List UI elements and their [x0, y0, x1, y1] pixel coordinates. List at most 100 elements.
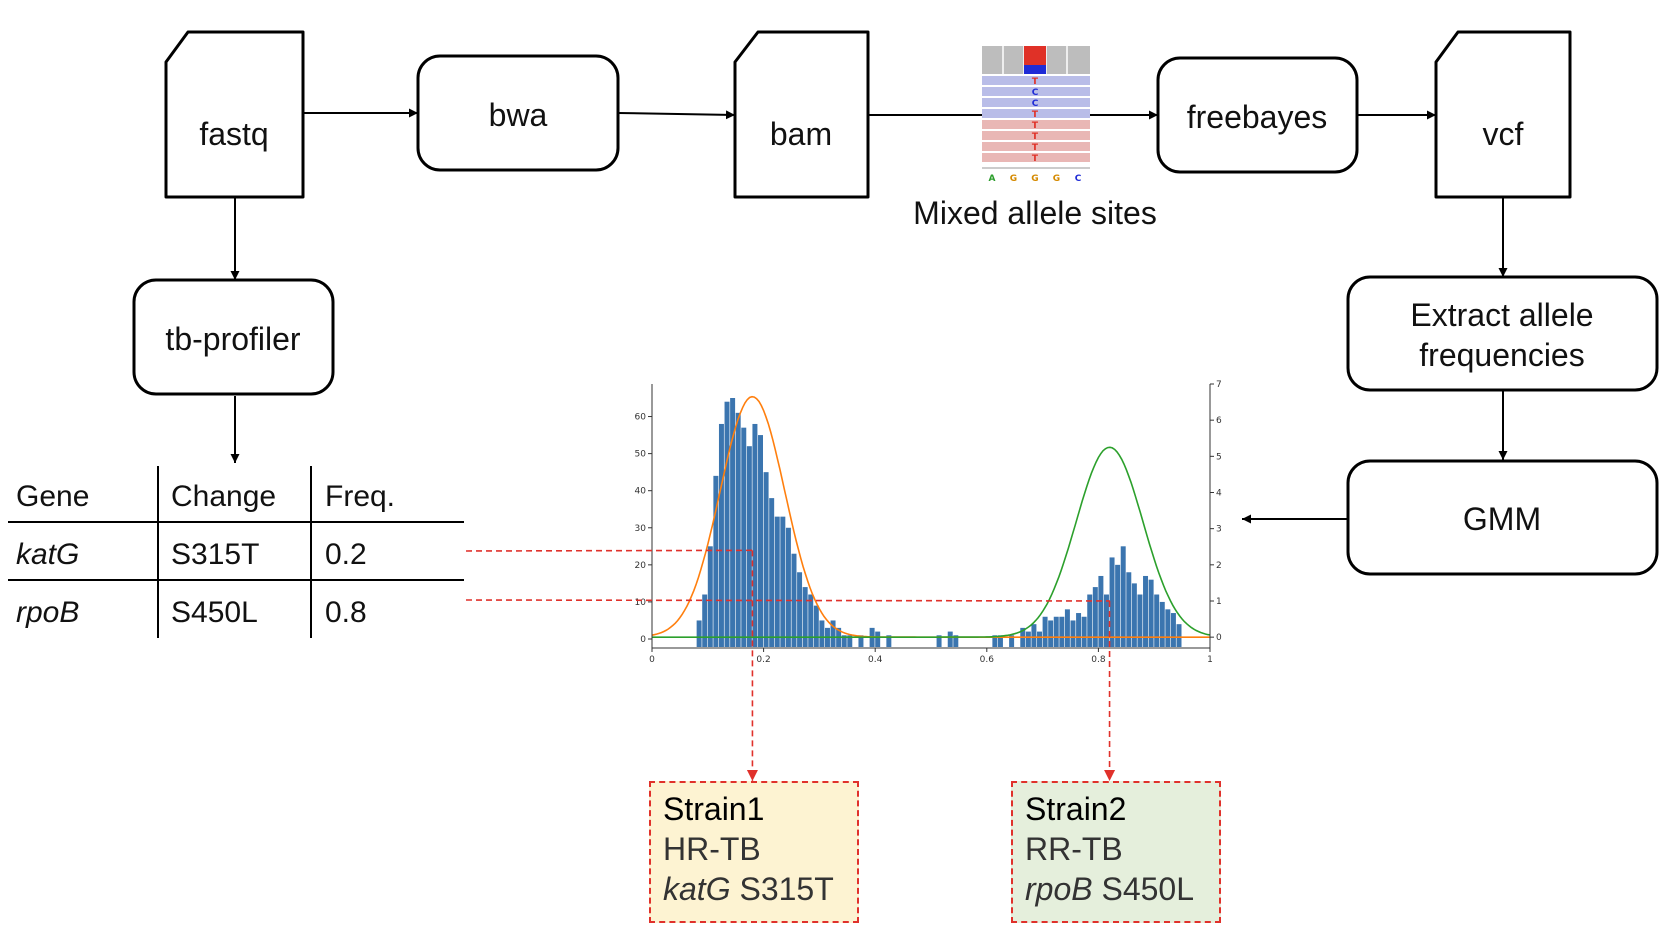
histogram-bar [696, 620, 702, 647]
extract-label-line2: frequencies [1419, 337, 1584, 373]
histogram-bar [780, 516, 786, 647]
histogram-bar [1137, 594, 1143, 647]
y-tick-label-left: 0 [640, 635, 646, 645]
histogram-bar [758, 435, 763, 647]
histogram-bar [1115, 564, 1121, 647]
mixed-allele-caption: Mixed allele sites [913, 195, 1157, 231]
histogram-bar [953, 635, 959, 647]
igv-read [982, 131, 1090, 140]
file-node-vcf: vcf [1434, 30, 1572, 199]
histogram-bar [1070, 620, 1076, 647]
strain-mutation-code: S315T [739, 871, 834, 907]
process-node-freebayes: freebayes [1156, 56, 1359, 174]
y-tick-label-right: 2 [1216, 561, 1222, 571]
histogram-bar [847, 635, 853, 647]
histogram-bar [1048, 620, 1054, 647]
histogram-bar [1148, 579, 1154, 647]
histogram-bar [830, 620, 836, 647]
bam-label: bam [770, 116, 832, 152]
histogram-bar [1176, 624, 1182, 647]
resistance-table: Gene Change Freq. katG S315T 0.2 rpoB S4… [8, 466, 464, 638]
igv-read [982, 76, 1090, 85]
process-node-bwa: bwa [416, 54, 620, 172]
histogram-bar [769, 498, 775, 647]
histogram-bar [718, 423, 724, 647]
table-cell-freq: 0.2 [325, 538, 367, 571]
histogram-bar [797, 572, 803, 647]
histogram-bar [746, 446, 752, 647]
igv-read-base: T [1032, 77, 1039, 87]
y-tick-label-right: 4 [1216, 488, 1222, 498]
igv-read [982, 142, 1090, 151]
igv-read-base: T [1032, 132, 1039, 142]
dashed-connectors [465, 549, 1116, 781]
histogram-bar [1103, 594, 1109, 647]
table-cell-change: S450L [171, 596, 258, 629]
histogram-bar [730, 398, 736, 647]
table-header-gene: Gene [16, 480, 89, 513]
coverage-bar-T [1024, 46, 1046, 65]
strain-mutation-code: S450L [1101, 871, 1195, 907]
x-tick-label: 0.2 [756, 655, 770, 665]
histogram-bar [1126, 572, 1132, 647]
histogram-bar [1053, 616, 1059, 647]
histogram-bar [1131, 583, 1137, 647]
process-node-extract-allele: Extract allele frequencies [1346, 275, 1659, 392]
strain-mutation: katG S315T [663, 869, 845, 909]
x-tick-label: 1 [1207, 655, 1213, 665]
strain-gene: rpoB [1025, 871, 1093, 907]
table-cell-gene: katG [16, 538, 79, 571]
strain-gene: katG [663, 871, 731, 907]
igv-read-base: T [1032, 143, 1039, 153]
igv-ref-base: A [989, 174, 996, 184]
histogram-bar [1120, 546, 1126, 647]
histogram-bar [774, 516, 780, 647]
dashed-line-rpoB-freq [465, 599, 1110, 602]
histogram-bar [1076, 613, 1082, 647]
strain-mutation: rpoB S450L [1025, 869, 1207, 909]
histogram-bar [813, 605, 819, 647]
histogram-bar [785, 527, 791, 647]
histogram-bar [707, 546, 713, 647]
histogram-bar [936, 635, 942, 647]
y-tick-label-right: 6 [1216, 416, 1222, 426]
histogram-bar [763, 472, 769, 647]
histogram-bar [992, 635, 998, 647]
igv-read-base: C [1032, 99, 1039, 109]
histogram-bar [886, 635, 892, 647]
histogram-bar [1143, 575, 1149, 647]
x-tick-label: 0.6 [980, 655, 995, 665]
arrow-bwa-to-bam [617, 110, 736, 120]
strain-title: Strain2 [1025, 791, 1127, 827]
y-tick-label-left: 40 [635, 487, 647, 497]
table-cell-freq: 0.8 [325, 596, 367, 629]
table-header-freq: Freq. [325, 480, 395, 513]
file-node-fastq: fastq [164, 30, 305, 199]
histogram-bar [1154, 594, 1160, 647]
igv-ref-base: C [1075, 174, 1082, 184]
y-tick-label-right: 7 [1216, 380, 1222, 390]
tbprofiler-label: tb-profiler [165, 321, 301, 357]
process-node-gmm: GMM [1346, 459, 1659, 576]
igv-read-base: T [1032, 110, 1039, 120]
strain-type: RR-TB [1025, 831, 1123, 867]
histogram-bar [752, 423, 758, 647]
histogram-bar [791, 553, 797, 647]
histogram-bar [875, 631, 881, 647]
histogram-bar [1042, 616, 1048, 647]
y-tick-label-left: 50 [635, 450, 647, 460]
histogram-bar [1098, 575, 1104, 647]
histogram-bar [997, 635, 1003, 647]
vcf-label: vcf [1483, 116, 1524, 152]
igv-ref-base: G [1031, 174, 1038, 184]
histogram-bar [1064, 609, 1070, 647]
y-tick-label-left: 30 [635, 524, 647, 534]
y-tick-label-left: 10 [635, 598, 647, 608]
histogram-bar [808, 594, 814, 647]
y-tick-label-right: 5 [1216, 452, 1222, 462]
histogram-bar [1031, 624, 1037, 647]
table-cell-change: S315T [171, 538, 259, 571]
histogram-bar [819, 620, 825, 647]
histogram-bar [1087, 594, 1093, 647]
